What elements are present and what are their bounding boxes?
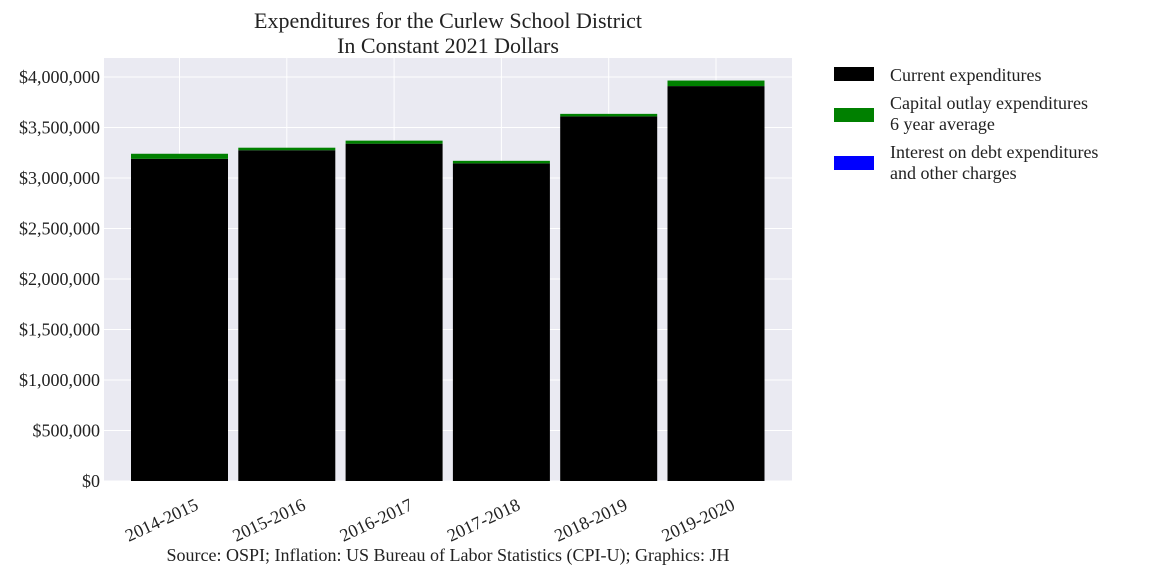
y-tick-label: $1,000,000 [19, 370, 100, 390]
y-tick-label: $2,000,000 [19, 269, 100, 289]
bar-current-2019-2020 [667, 86, 765, 481]
bar-current-2016-2017 [345, 143, 443, 481]
x-tick-label: 2015-2016 [229, 494, 308, 545]
legend-swatch-interest [834, 156, 874, 170]
x-tick-label: 2016-2017 [337, 494, 416, 545]
bars [131, 80, 765, 482]
legend-swatch-current [834, 67, 874, 81]
legend-label-capital-line-2: 6 year average [890, 114, 995, 134]
x-tick-label: 2019-2020 [659, 494, 738, 545]
y-tick-label: $3,000,000 [19, 168, 100, 188]
legend-label-capital-line-1: Capital outlay expenditures [890, 93, 1088, 113]
y-tick-label: $4,000,000 [19, 67, 100, 87]
bar-current-2014-2015 [131, 158, 228, 481]
legend: Current expenditures Capital outlay expe… [834, 65, 1098, 183]
bar-current-2015-2016 [238, 150, 336, 481]
x-axis-ticks: 2014-2015 2015-2016 2016-2017 2017-2018 2018… [122, 494, 738, 545]
bar-current-2018-2019 [560, 116, 658, 481]
y-tick-label: $2,500,000 [19, 219, 100, 239]
x-tick-label: 2014-2015 [122, 494, 201, 545]
y-tick-label: $1,500,000 [19, 320, 100, 340]
chart-title-line-1: Expenditures for the Curlew School Distr… [254, 8, 642, 33]
x-tick-label: 2018-2019 [551, 494, 630, 545]
bar-capital-2019-2020 [667, 80, 765, 87]
bar-capital-2017-2018 [452, 160, 550, 164]
chart-title-line-2: In Constant 2021 Dollars [337, 33, 559, 58]
legend-swatch-capital [834, 108, 874, 122]
bar-capital-2018-2019 [560, 113, 658, 117]
y-tick-label: $3,500,000 [19, 118, 100, 138]
source-note: Source: OSPI; Inflation: US Bureau of La… [167, 545, 730, 566]
bar-capital-2014-2015 [131, 153, 228, 159]
y-tick-label: $0 [82, 471, 100, 491]
bar-current-2017-2018 [452, 163, 550, 482]
bar-capital-2016-2017 [345, 140, 443, 144]
legend-label-interest-line-1: Interest on debt expenditures [890, 142, 1098, 162]
legend-label-current: Current expenditures [890, 65, 1041, 85]
bar-capital-2015-2016 [238, 147, 336, 151]
y-axis-ticks: $0 $500,000 $1,000,000 $1,500,000 $2,000,000… [19, 67, 100, 491]
y-tick-label: $500,000 [33, 421, 101, 441]
x-tick-label: 2017-2018 [444, 494, 523, 545]
legend-label-interest-line-2: and other charges [890, 163, 1017, 183]
